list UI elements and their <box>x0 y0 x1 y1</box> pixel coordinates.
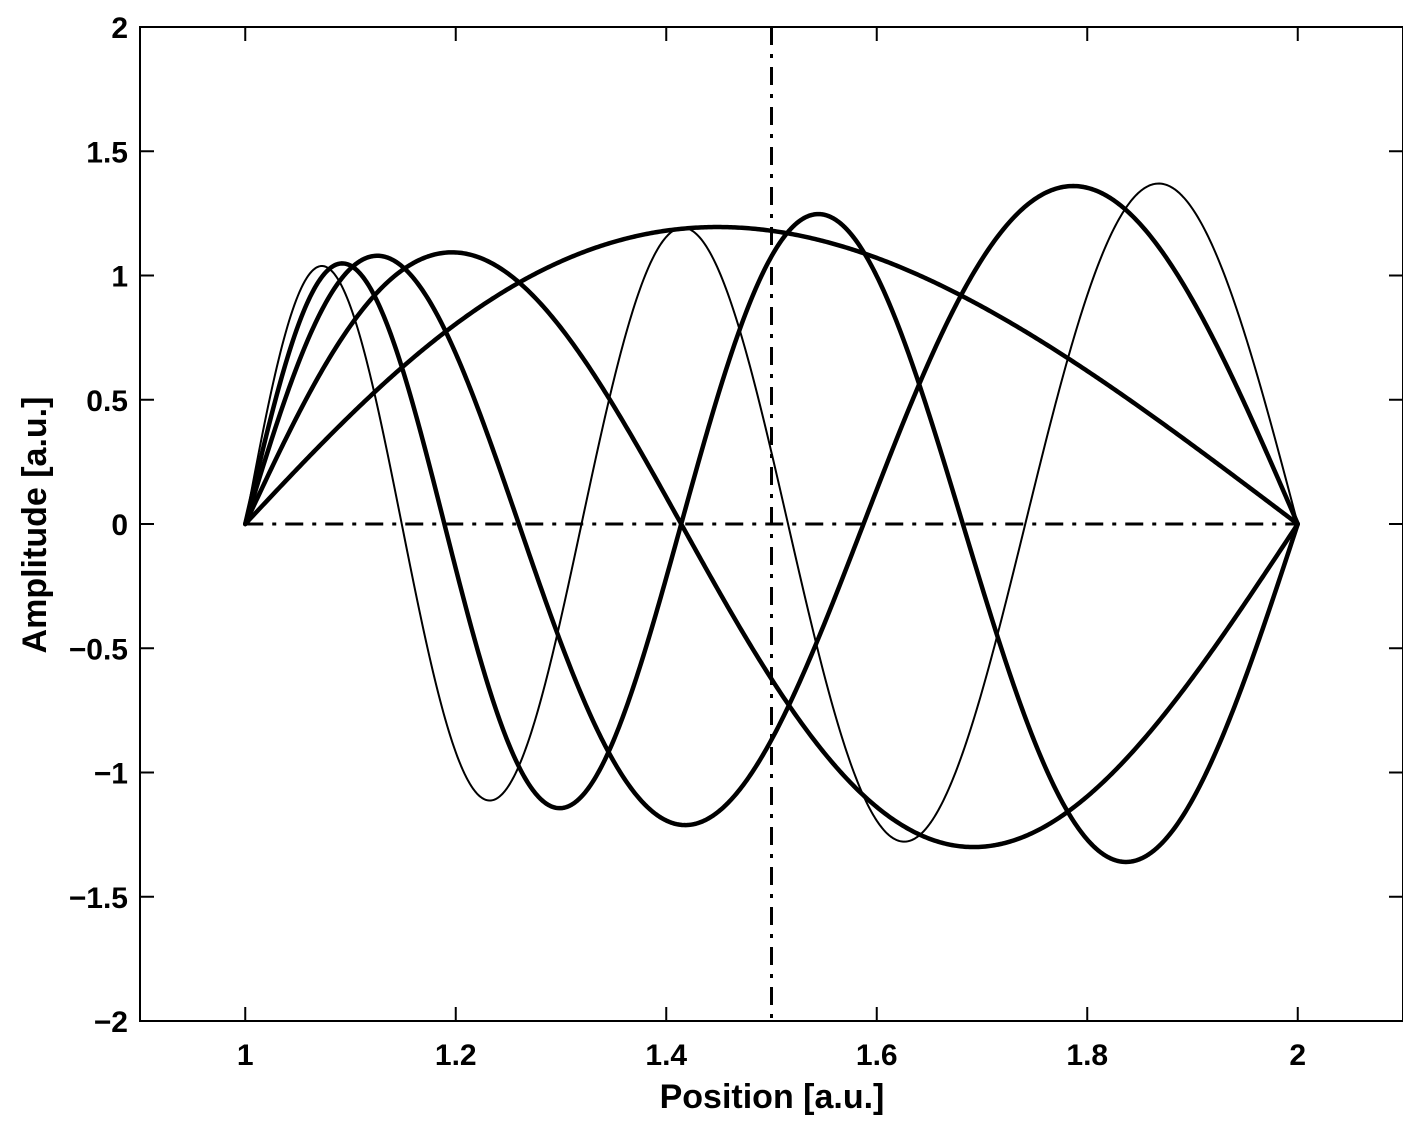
x-tick-label: 1.6 <box>856 1039 898 1072</box>
y-tick-label: −1.5 <box>69 882 128 915</box>
x-tick-label: 1.2 <box>435 1039 477 1072</box>
y-tick-label: 0.5 <box>86 385 128 418</box>
y-tick-label: 1.5 <box>86 136 128 169</box>
x-tick-label: 1.8 <box>1066 1039 1108 1072</box>
x-tick-label: 1 <box>237 1039 254 1072</box>
series-line-mode-2 <box>243 250 1300 850</box>
y-tick-label: −0.5 <box>69 633 128 666</box>
series-line-mode-1 <box>243 224 1300 527</box>
y-tick-label: 1 <box>111 261 128 294</box>
y-tick-label: −2 <box>94 1006 128 1039</box>
series-line-mode-4 <box>243 211 1300 865</box>
y-tick-label: −1 <box>94 758 128 791</box>
x-axis-label: Position [a.u.] <box>660 1078 885 1116</box>
y-tick-label: 0 <box>111 509 128 542</box>
x-tick-label: 2 <box>1289 1039 1306 1072</box>
series-line-mode-3 <box>243 183 1300 828</box>
series-line-mode-5 <box>244 182 1299 843</box>
x-tick-label: 1.4 <box>645 1039 687 1072</box>
y-axis-label: Amplitude [a.u.] <box>16 397 54 654</box>
y-tick-label: 2 <box>111 12 128 45</box>
